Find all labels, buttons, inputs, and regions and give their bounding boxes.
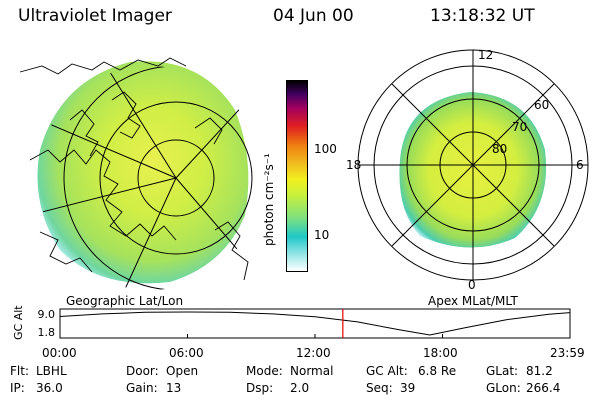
info-glon-label: GLon: xyxy=(486,381,521,395)
info-seq-label: Seq: xyxy=(366,381,393,395)
info-seq-value: 39 xyxy=(400,381,416,395)
geographic-panel-label: Geographic Lat/Lon xyxy=(66,294,184,308)
y-tick-label: 1.8 xyxy=(38,326,56,339)
info-gain-label: Gain: xyxy=(126,381,158,395)
mlt-label-dusk: 18 xyxy=(346,158,362,172)
info-gcalt-label: GC Alt: xyxy=(366,364,408,378)
instrument-title: Ultraviolet Imager xyxy=(18,6,172,26)
x-tick-label: 12:00 xyxy=(296,346,331,360)
x-tick-label: 23:59 xyxy=(550,346,585,360)
y-tick-label: 9.0 xyxy=(38,308,56,321)
colorbar-tick-100: 100 xyxy=(314,142,337,156)
info-flt-label: Flt: xyxy=(10,364,29,378)
info-door-label: Door: xyxy=(126,364,159,378)
mlat-label-60: 60 xyxy=(534,98,550,112)
info-dsp-value: 2.0 xyxy=(290,381,310,395)
x-tick-label: 06:00 xyxy=(169,346,204,360)
polar-disk xyxy=(357,49,589,281)
mlt-label-noon: 12 xyxy=(478,48,494,62)
polar-panel-label: Apex MLat/MLT xyxy=(428,294,518,308)
info-glat-label: GLat: xyxy=(486,364,519,378)
info-mode-label: Mode: xyxy=(246,364,283,378)
altitude-plot-frame xyxy=(59,308,571,339)
info-gcalt-value: 6.8 Re xyxy=(418,364,457,378)
info-flt-value: LBHL xyxy=(36,364,67,378)
altitude-y-label: GC Alt xyxy=(12,305,25,340)
info-glat-value: 81.2 xyxy=(526,364,553,378)
info-gain-value: 13 xyxy=(166,381,182,395)
info-dsp-label: Dsp: xyxy=(246,381,274,395)
mlt-label-dawn: 6 xyxy=(576,158,584,172)
info-glon-value: 266.4 xyxy=(526,381,561,395)
time-label: 13:18:32 UT xyxy=(430,6,535,26)
coastlines xyxy=(19,57,249,281)
mlt-label-midnight: 0 xyxy=(468,278,476,292)
colorbar xyxy=(286,80,308,272)
x-tick-label: 00:00 xyxy=(42,346,77,360)
info-ip-label: IP: xyxy=(10,381,25,395)
mlat-label-80: 80 xyxy=(492,142,508,156)
colorbar-tick-10: 10 xyxy=(314,228,330,242)
geo-disk xyxy=(19,57,262,290)
x-tick-label: 18:00 xyxy=(423,346,458,360)
info-ip-value: 36.0 xyxy=(36,381,63,395)
info-mode-value: Normal xyxy=(290,364,334,378)
info-door-value: Open xyxy=(166,364,199,378)
date-label: 04 Jun 00 xyxy=(273,6,354,26)
mlat-label-70: 70 xyxy=(512,120,528,134)
altitude-series-line xyxy=(59,311,571,336)
